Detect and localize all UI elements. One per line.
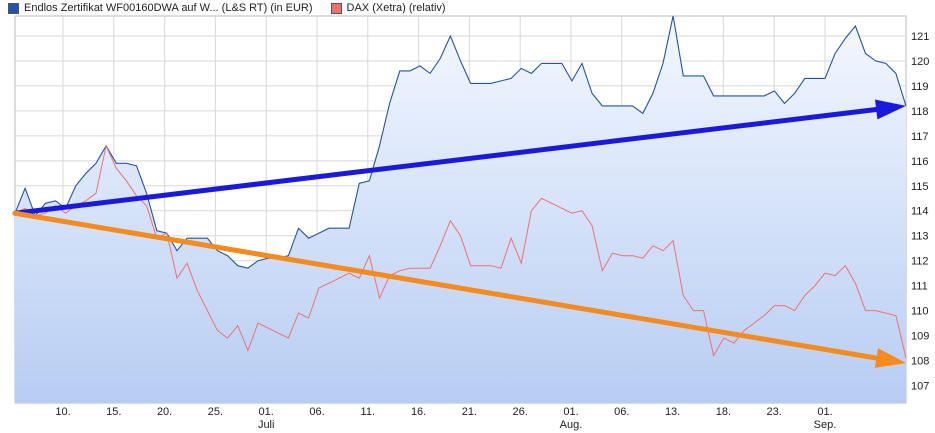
y-tick-label: 113 bbox=[911, 231, 929, 243]
x-tick-label: 20. bbox=[157, 406, 172, 418]
y-tick-label: 111 bbox=[911, 281, 928, 293]
y-tick-label: 121 bbox=[911, 31, 929, 43]
x-tick-label: 01. bbox=[817, 406, 832, 418]
series-lines bbox=[14, 15, 907, 359]
series1-area bbox=[15, 16, 906, 403]
series1-line bbox=[14, 15, 907, 269]
y-tick-label: 112 bbox=[911, 256, 929, 268]
y-tick-label: 108 bbox=[911, 356, 929, 368]
y-tick-label: 107 bbox=[911, 381, 929, 393]
y-tick-label: 118 bbox=[911, 106, 929, 118]
legend-swatch-series1 bbox=[8, 2, 19, 14]
y-tick-label: 110 bbox=[911, 306, 929, 318]
series2-line bbox=[14, 144, 907, 359]
legend-item-series2[interactable]: DAX (Xetra) (relativ) bbox=[330, 2, 446, 14]
x-tick-label: 26. bbox=[513, 406, 528, 418]
y-tick-label: 117 bbox=[911, 131, 929, 143]
x-month-label: Juli bbox=[258, 419, 275, 431]
area-fill bbox=[15, 16, 906, 403]
x-tick-label: 18. bbox=[716, 406, 731, 418]
trend-arrows bbox=[12, 99, 906, 368]
y-tick-label: 120 bbox=[911, 56, 929, 68]
legend: Endlos Zertifikat WF00160DWA auf W... (L… bbox=[8, 2, 446, 14]
trend-arrow-up-shaft bbox=[12, 106, 879, 216]
x-tick-label: 06. bbox=[309, 406, 324, 418]
legend-label-series1: Endlos Zertifikat WF00160DWA auf W... (L… bbox=[24, 2, 313, 14]
y-tick-label: 119 bbox=[911, 81, 929, 93]
y-tick-label: 116 bbox=[911, 156, 929, 168]
legend-swatch-series2 bbox=[330, 2, 342, 14]
x-tick-label: 01. bbox=[259, 406, 274, 418]
x-tick-label: 13. bbox=[665, 406, 680, 418]
x-tick-label: 16. bbox=[411, 406, 426, 418]
x-month-label: Aug. bbox=[560, 419, 583, 431]
x-tick-label: 11. bbox=[361, 406, 375, 418]
x-tick-label: 01. bbox=[563, 406, 578, 418]
trend-arrow-up-head bbox=[875, 99, 906, 120]
legend-label-series2: DAX (Xetra) (relativ) bbox=[346, 2, 446, 14]
x-tick-label: 25. bbox=[208, 406, 223, 418]
y-tick-label: 109 bbox=[911, 331, 929, 343]
y-tick-label: 115 bbox=[911, 181, 929, 193]
x-month-label: Sep. bbox=[814, 419, 837, 431]
x-tick-label: 15. bbox=[106, 406, 121, 418]
x-tick-label: 21. bbox=[462, 406, 477, 418]
legend-item-series1[interactable]: Endlos Zertifikat WF00160DWA auf W... (L… bbox=[8, 2, 313, 14]
trend-arrow-down-head bbox=[874, 348, 906, 368]
y-tick-label: 114 bbox=[911, 206, 929, 218]
trend-arrow-down bbox=[12, 210, 906, 368]
axes: 107 108 109 110 111 112 113 114 115 116 117 118 119 1… bbox=[55, 31, 929, 431]
trend-arrow-up bbox=[12, 99, 906, 216]
trend-arrow-down-shaft bbox=[12, 210, 879, 361]
x-tick-label: 10. bbox=[55, 406, 70, 418]
x-tick-label: 06. bbox=[614, 406, 629, 418]
x-tick-label: 23. bbox=[767, 406, 782, 418]
